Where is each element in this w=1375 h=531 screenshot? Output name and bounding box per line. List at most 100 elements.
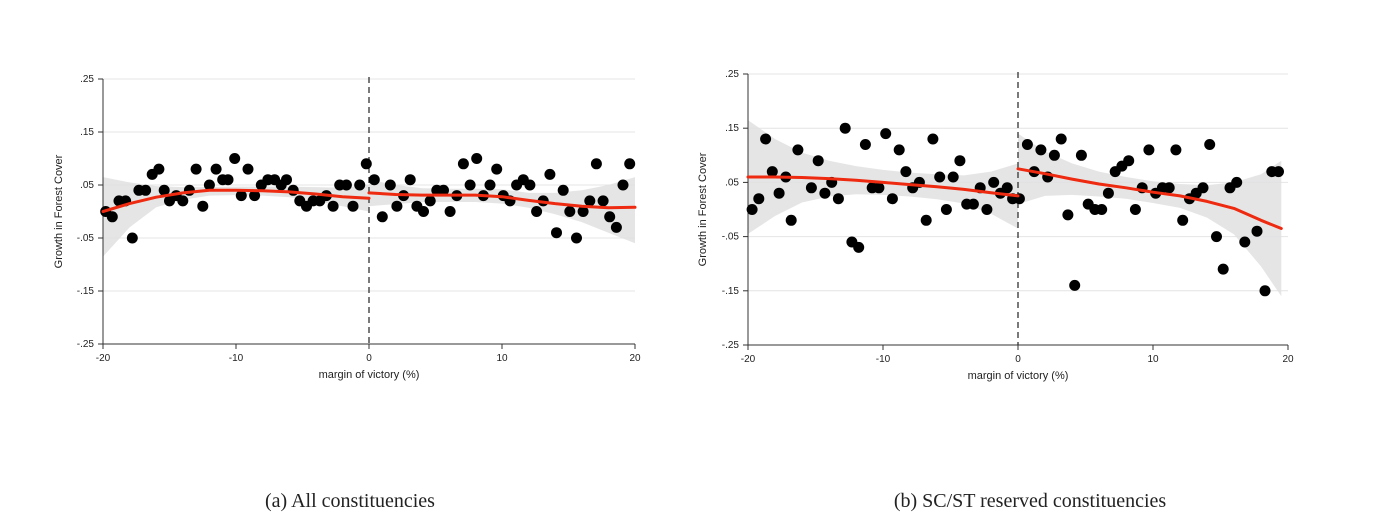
chart-0-data-point: [624, 158, 636, 170]
chart-0-data-point: [368, 174, 380, 186]
chart-0-data-point: [418, 206, 429, 217]
chart-0-data-point: [404, 174, 416, 186]
chart-1-data-point: [792, 144, 804, 156]
chart-1-data-point: [812, 155, 824, 167]
chart-1-data-point: [1129, 204, 1141, 215]
chart-0-data-point: [249, 190, 261, 202]
chart-1-x-tick-label: 20: [1282, 354, 1294, 365]
chart-1-ci-band-fit_right: [1018, 133, 1282, 297]
chart-1-y-tick-label: -.15: [722, 286, 740, 297]
chart-1-data-point: [967, 198, 979, 210]
chart-1-data-point: [886, 193, 898, 205]
chart-1-data-point: [1170, 144, 1182, 156]
chart-0-data-point: [597, 195, 609, 207]
chart-1-x-axis-title: margin of victory (%): [968, 370, 1069, 382]
chart-0-data-point: [531, 206, 543, 217]
chart-1-data-point: [880, 128, 892, 140]
chart-1-data-point: [1197, 182, 1209, 194]
chart-0-data-point: [557, 184, 569, 196]
chart-0-data-point: [177, 195, 189, 207]
chart-0-data-point: [210, 163, 222, 175]
chart-1-data-point: [760, 133, 772, 145]
chart-0-y-tick-label: -.15: [77, 286, 95, 297]
chart-1-x-tick-label: -10: [876, 354, 891, 365]
chart-1-data-point: [832, 193, 844, 205]
chart-0-y-tick-label: .15: [80, 127, 94, 138]
chart-1-data-point: [873, 182, 885, 194]
chart-1-data-point: [1021, 139, 1033, 150]
chart-1-y-tick-label: -.25: [722, 340, 740, 351]
chart-0-data-point: [126, 232, 138, 244]
chart-0-data-point: [183, 184, 195, 196]
chart-1-data-point: [753, 193, 765, 205]
chart-1-data-point: [1211, 231, 1222, 243]
caption-a: (a) All constituencies: [265, 490, 435, 512]
chart-0-data-point: [229, 153, 241, 164]
chart-1-data-point: [1217, 263, 1229, 275]
chart-0-data-point: [424, 195, 436, 207]
chart-1-data-point: [920, 214, 932, 226]
chart-1-data-point: [853, 241, 865, 253]
chart-1-data-point: [1251, 225, 1263, 237]
chart-0-data-point: [484, 179, 496, 191]
chart-1-data-point: [819, 187, 831, 199]
chart-1-data-point: [1239, 236, 1251, 248]
chart-1-ci-band-fit_left: [748, 120, 1018, 234]
chart-0-data-point: [287, 184, 299, 196]
chart-1-data-point: [1123, 155, 1135, 167]
chart-1-fit-line-fit_left: [746, 175, 1020, 198]
chart-1-data-point: [934, 171, 946, 183]
chart-0-y-axis-title: Growth in Forest Cover: [53, 154, 65, 268]
chart-1-data-point: [785, 214, 797, 226]
chart-1-fit-line-fit_right: [1016, 167, 1283, 230]
chart-0-data-point: [604, 211, 616, 223]
chart-reserved-constituencies: .25 .15 .05 -.05 -.15 -.25 -20 -10 0 10 20 margin o…: [680, 0, 1375, 531]
chart-0-data-point: [347, 200, 359, 212]
chart-1-data-point: [1048, 149, 1060, 161]
chart-1-data-point: [1231, 176, 1243, 188]
chart-0-x-tick-label: 0: [366, 353, 372, 364]
chart-0-data-point: [197, 200, 209, 212]
chart-1-data-point: [1096, 204, 1108, 215]
chart-0-data-point: [203, 179, 215, 191]
chart-1-x-tick-label: -20: [741, 354, 756, 365]
chart-0-data-point: [281, 174, 292, 186]
chart-1-data-point: [954, 155, 966, 167]
chart-0-data-point: [391, 200, 403, 212]
chart-0-data-point: [106, 211, 118, 223]
chart-0-data-point: [464, 179, 476, 191]
chart-0-data-point: [140, 184, 152, 196]
chart-b-svg: .25 .15 .05 -.05 -.15 -.25-20 -10 0 10 20 margin o…: [697, 69, 1294, 382]
chart-0-data-point: [222, 174, 234, 186]
chart-1-data-point: [1055, 133, 1067, 145]
chart-0-data-point: [617, 179, 629, 191]
chart-1-data-point: [839, 122, 851, 134]
caption-b: (b) SC/ST reserved constituencies: [893, 490, 1167, 512]
chart-0-data-point: [190, 163, 202, 175]
chart-0-y-tick-label: -.05: [77, 233, 95, 244]
chart-1-data-point: [1259, 285, 1271, 297]
chart-1-x-tick-label: 0: [1015, 354, 1021, 365]
chart-0-y-tick-label: -.25: [77, 339, 95, 350]
chart-1-data-point: [1035, 144, 1047, 156]
chart-1-data-point: [988, 176, 1000, 188]
chart-1-data-point: [1143, 144, 1155, 156]
chart-0-fit-line-fit_left: [101, 188, 371, 213]
chart-0-data-point: [354, 179, 366, 191]
chart-0-y-tick-label: .25: [80, 74, 94, 85]
chart-0-data-point: [551, 227, 562, 239]
chart-1-data-point: [1273, 166, 1284, 178]
chart-1-data-point: [1075, 149, 1087, 161]
chart-0-data-point: [564, 206, 576, 217]
chart-1-data-point: [1062, 209, 1074, 221]
chart-1-data-point: [900, 166, 912, 178]
chart-1-data-point: [773, 187, 785, 199]
chart-0-data-point: [444, 206, 456, 217]
chart-0-data-point: [340, 179, 352, 191]
chart-0-data-point: [242, 163, 254, 175]
chart-1-data-point: [859, 139, 871, 150]
chart-all-constituencies: .25 .15 .05 -.05 -.15 -.25 -20 -10 0 10 20 margin o…: [0, 0, 680, 531]
chart-1-y-axis-title: Growth in Forest Cover: [697, 152, 709, 266]
chart-1-data-point: [1163, 182, 1175, 194]
chart-0-data-point: [158, 184, 170, 196]
